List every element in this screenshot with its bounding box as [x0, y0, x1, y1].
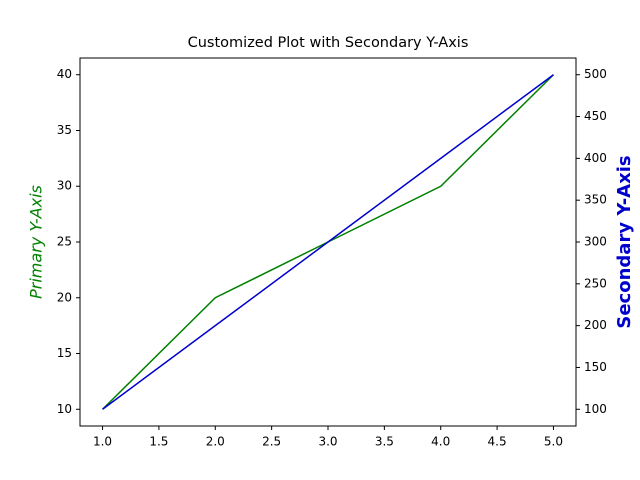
y-tick-label: 10: [57, 402, 72, 416]
x-tick-label: 3.0: [318, 435, 337, 449]
y2-tick-label: 300: [584, 235, 607, 249]
y2-tick-label: 100: [584, 402, 607, 416]
x-tick-label: 1.0: [93, 435, 112, 449]
y-axis-label: Primary Y-Axis: [27, 185, 46, 299]
x-tick-label: 4.0: [431, 435, 450, 449]
x-tick-label: 3.5: [375, 435, 394, 449]
line-series: [102, 74, 554, 410]
y-tick-label: 30: [57, 179, 72, 193]
x-tick-label: 2.5: [262, 435, 281, 449]
x-tick-label: 2.0: [206, 435, 225, 449]
y-tick-label: 20: [57, 290, 72, 304]
y2-tick-label: 350: [584, 193, 607, 207]
y2-tick-label: 200: [584, 318, 607, 332]
y2-tick-label: 450: [584, 109, 607, 123]
x-tick-label: 4.5: [488, 435, 507, 449]
y2-tick-label: 250: [584, 276, 607, 290]
y-tick-label: 15: [57, 346, 72, 360]
y2-tick-label: 400: [584, 151, 607, 165]
y-tick-label: 25: [57, 235, 72, 249]
x-tick-label: 1.5: [149, 435, 168, 449]
y2-tick-label: 500: [584, 67, 607, 81]
y2-tick-label: 150: [584, 360, 607, 374]
y2-axis-label: Secondary Y-Axis: [614, 155, 635, 328]
chart-title: Customized Plot with Secondary Y-Axis: [188, 35, 469, 51]
y-tick-label: 40: [57, 67, 72, 81]
x-tick-label: 5.0: [544, 435, 563, 449]
y-tick-label: 35: [57, 123, 72, 137]
